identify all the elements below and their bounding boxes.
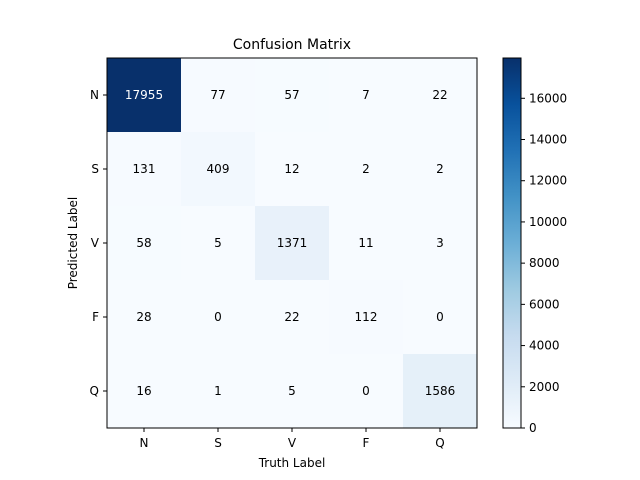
cell-value-label: 77 [210, 88, 225, 102]
heatmap-cell [181, 354, 256, 429]
y-tick-label: N [90, 88, 99, 102]
cell-value-label: 112 [355, 310, 378, 324]
y-tick-label: F [92, 310, 99, 324]
cell-value-label: 0 [436, 310, 444, 324]
x-tick-label: Q [435, 436, 444, 450]
colorbar-tick-label: 12000 [529, 174, 567, 188]
cell-value-label: 1 [214, 384, 222, 398]
heatmap-cells [107, 58, 478, 429]
heatmap-cell [329, 206, 404, 281]
heatmap-cell [181, 280, 256, 355]
cell-value-label: 0 [362, 384, 370, 398]
cell-value-label: 57 [284, 88, 299, 102]
cell-value-label: 58 [136, 236, 151, 250]
heatmap-cell [329, 58, 404, 133]
cell-value-label: 5 [288, 384, 296, 398]
cell-value-label: 17955 [125, 88, 163, 102]
cell-value-label: 409 [207, 162, 230, 176]
heatmap-cell [329, 280, 404, 355]
heatmap-cell [329, 354, 404, 429]
heatmap-cell [255, 280, 330, 355]
y-tick-label: S [91, 162, 99, 176]
heatmap-cell [107, 58, 182, 133]
colorbar-tick-label: 8000 [529, 256, 560, 270]
y-axis-ticks: N S V F Q [90, 88, 107, 398]
heatmap-cell [403, 280, 478, 355]
colorbar-tick-label: 4000 [529, 339, 560, 353]
heatmap-cell [181, 132, 256, 207]
cell-value-label: 16 [136, 384, 151, 398]
x-tick-label: N [140, 436, 149, 450]
x-axis-label: Truth Label [258, 456, 326, 470]
x-tick-label: S [214, 436, 222, 450]
heatmap-cell [107, 280, 182, 355]
cell-value-label: 1586 [425, 384, 456, 398]
cell-value-label: 2 [436, 162, 444, 176]
cell-value-label: 5 [214, 236, 222, 250]
heatmap-cell [255, 206, 330, 281]
cell-value-label: 11 [358, 236, 373, 250]
cell-value-label: 2 [362, 162, 370, 176]
heatmap-cell [403, 58, 478, 133]
colorbar-tick-label: 6000 [529, 297, 560, 311]
cell-value-label: 3 [436, 236, 444, 250]
heatmap-cell [403, 132, 478, 207]
heatmap-cell [181, 206, 256, 281]
cell-value-label: 7 [362, 88, 370, 102]
heatmap-cell [255, 354, 330, 429]
colorbar-tick-label: 10000 [529, 215, 567, 229]
colorbar [502, 57, 522, 429]
cell-value-label: 1371 [277, 236, 308, 250]
heatmap-cell [329, 132, 404, 207]
colorbar-tick-label: 0 [529, 421, 537, 435]
y-tick-label: V [91, 236, 100, 250]
colorbar-tick-label: 16000 [529, 91, 567, 105]
heatmap-cell [107, 354, 182, 429]
y-tick-label: Q [90, 384, 99, 398]
heatmap-cell [403, 354, 478, 429]
cell-value-label: 12 [284, 162, 299, 176]
cell-value-label: 22 [432, 88, 447, 102]
x-tick-label: F [363, 436, 370, 450]
x-tick-label: V [288, 436, 297, 450]
cell-value-label: 0 [214, 310, 222, 324]
heatmap-cell [181, 58, 256, 133]
y-axis-label: Predicted Label [66, 197, 80, 290]
cell-value-label: 22 [284, 310, 299, 324]
colorbar-tick-label: 14000 [529, 133, 567, 147]
heatmap-cell [107, 206, 182, 281]
heatmap-cell [107, 132, 182, 207]
heatmap-cell [255, 132, 330, 207]
heatmap-cell [403, 206, 478, 281]
colorbar-ticks: 0 2000 4000 6000 8000 10000 12000 14000 16000 [521, 91, 567, 435]
cell-value-label: 28 [136, 310, 151, 324]
colorbar-tick-label: 2000 [529, 380, 560, 394]
chart-title: Confusion Matrix [233, 37, 351, 53]
cell-value-label: 131 [133, 162, 156, 176]
heatmap-cell [255, 58, 330, 133]
